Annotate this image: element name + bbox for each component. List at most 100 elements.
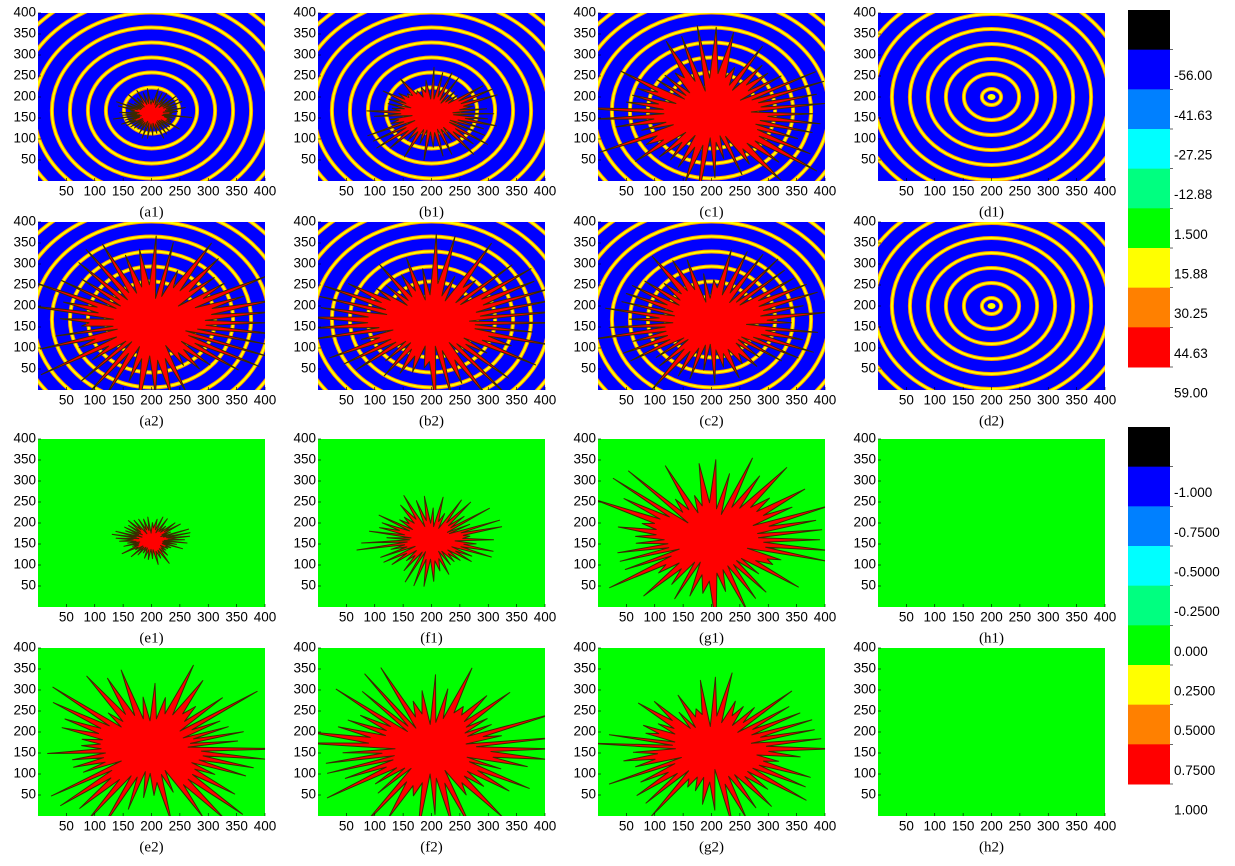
y-tick-label: 300 [13, 256, 36, 271]
x-tick-label: 300 [477, 610, 500, 625]
y-tick-label: 250 [573, 703, 596, 718]
y-tick-label: 200 [853, 298, 876, 313]
heatmap-panel [318, 439, 545, 607]
colorbar-label: -0.5000 [1174, 565, 1220, 580]
colorbar-label: 59.00 [1174, 386, 1208, 401]
x-tick-label: 250 [169, 393, 192, 408]
y-tick-label: 250 [13, 494, 36, 509]
x-tick-label: 350 [1065, 819, 1088, 834]
y-tick-label: 100 [293, 340, 316, 355]
heatmap-panel [878, 648, 1105, 816]
y-tick-label: 350 [293, 661, 316, 676]
x-tick-label: 350 [1065, 393, 1088, 408]
y-tick-label: 350 [293, 452, 316, 467]
y-tick-label: 100 [13, 557, 36, 572]
x-tick-label: 50 [619, 184, 634, 199]
x-tick-label: 50 [59, 393, 74, 408]
y-tick-label: 300 [13, 473, 36, 488]
x-tick-label: 200 [140, 610, 163, 625]
y-tick-label: 200 [853, 89, 876, 104]
x-tick-label: 300 [757, 393, 780, 408]
y-tick-label: 350 [293, 235, 316, 250]
y-tick-label: 400 [853, 431, 876, 446]
y-tick-label: 350 [853, 235, 876, 250]
colorbar-label: 44.63 [1174, 346, 1208, 361]
colorbar-label: -1.000 [1174, 485, 1212, 500]
y-tick-label: 100 [853, 557, 876, 572]
y-tick-label: 200 [573, 724, 596, 739]
x-tick-label: 50 [899, 184, 914, 199]
heatmap-panel [593, 439, 830, 625]
y-tick-label: 350 [853, 452, 876, 467]
colorbar-box [1128, 208, 1170, 248]
x-tick-label: 100 [923, 184, 946, 199]
y-tick-label: 300 [853, 682, 876, 697]
heatmap-panel [878, 439, 1105, 607]
y-tick-label: 250 [853, 494, 876, 509]
y-tick-label: 50 [301, 361, 316, 376]
y-tick-label: 50 [581, 361, 596, 376]
x-tick-label: 400 [814, 184, 837, 199]
y-tick-label: 400 [293, 214, 316, 229]
colorbar-label: -0.2500 [1174, 604, 1220, 619]
colorbar-box [1128, 169, 1170, 209]
x-tick-label: 300 [477, 819, 500, 834]
y-tick-label: 50 [21, 361, 36, 376]
y-tick-label: 50 [301, 152, 316, 167]
x-tick-label: 200 [140, 184, 163, 199]
x-tick-label: 100 [643, 610, 666, 625]
x-tick-label: 250 [169, 184, 192, 199]
x-tick-label: 150 [672, 610, 695, 625]
x-tick-label: 50 [899, 610, 914, 625]
x-tick-label: 400 [814, 610, 837, 625]
y-tick-label: 150 [853, 745, 876, 760]
y-tick-label: 400 [853, 214, 876, 229]
y-tick-label: 50 [861, 361, 876, 376]
y-tick-label: 300 [13, 47, 36, 62]
y-tick-label: 100 [853, 131, 876, 146]
y-tick-label: 350 [13, 661, 36, 676]
colorbar-box [1128, 744, 1170, 784]
y-tick-label: 200 [573, 298, 596, 313]
x-tick-label: 50 [339, 184, 354, 199]
panel-caption: (g2) [699, 839, 724, 855]
x-tick-label: 400 [254, 610, 277, 625]
x-tick-label: 150 [392, 184, 415, 199]
x-tick-label: 100 [923, 819, 946, 834]
y-tick-label: 400 [573, 214, 596, 229]
x-tick-label: 100 [83, 819, 106, 834]
y-tick-label: 150 [293, 536, 316, 551]
y-tick-label: 200 [853, 724, 876, 739]
x-tick-label: 350 [1065, 184, 1088, 199]
x-tick-label: 400 [534, 819, 557, 834]
y-tick-label: 300 [573, 682, 596, 697]
y-tick-label: 100 [853, 766, 876, 781]
y-tick-label: 200 [13, 89, 36, 104]
colorbar-box [1128, 705, 1170, 745]
x-tick-label: 50 [339, 610, 354, 625]
x-tick-label: 300 [1037, 393, 1060, 408]
x-tick-label: 300 [197, 184, 220, 199]
y-tick-label: 350 [573, 26, 596, 41]
x-tick-label: 100 [643, 393, 666, 408]
x-tick-label: 250 [729, 393, 752, 408]
background [878, 648, 1105, 816]
colorbar-box [1128, 427, 1170, 467]
y-tick-label: 400 [853, 5, 876, 20]
y-tick-label: 150 [853, 319, 876, 334]
panel-caption: (d1) [979, 204, 1004, 220]
y-tick-label: 50 [21, 578, 36, 593]
y-tick-label: 250 [293, 68, 316, 83]
colorbar-box [1128, 288, 1170, 328]
x-tick-label: 350 [785, 819, 808, 834]
colorbar-label: 0.000 [1174, 644, 1208, 659]
x-tick-label: 200 [700, 610, 723, 625]
x-tick-label: 100 [83, 393, 106, 408]
x-tick-label: 400 [1094, 393, 1117, 408]
y-tick-label: 150 [573, 110, 596, 125]
x-tick-label: 350 [225, 610, 248, 625]
y-tick-label: 350 [13, 452, 36, 467]
x-tick-label: 150 [112, 610, 135, 625]
y-tick-label: 150 [853, 536, 876, 551]
colorbar-label: 0.2500 [1174, 684, 1215, 699]
